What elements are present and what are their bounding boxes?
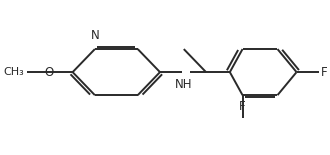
- Text: NH: NH: [175, 78, 192, 91]
- Text: N: N: [90, 29, 99, 42]
- Text: O: O: [45, 66, 54, 79]
- Text: F: F: [321, 66, 328, 79]
- Text: CH₃: CH₃: [3, 67, 24, 77]
- Text: F: F: [239, 100, 246, 113]
